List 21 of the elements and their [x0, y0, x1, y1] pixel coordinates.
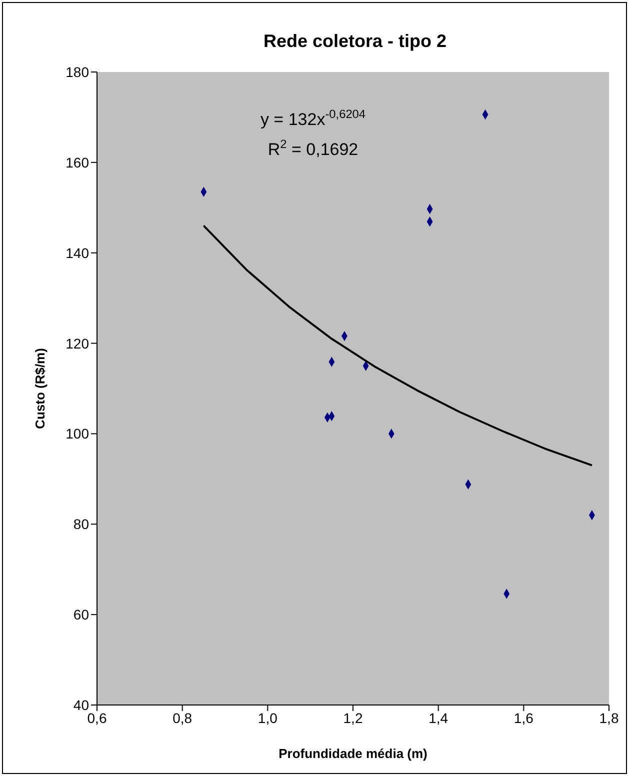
chart-title: Rede coletora - tipo 2 [263, 31, 447, 51]
y-tick-label: 60 [73, 606, 90, 623]
annotation: R$^{2}$ = 0,1692 [268, 137, 358, 159]
x-tick-label: 1,8 [599, 710, 619, 726]
x-tick-label: 0,6 [87, 710, 107, 726]
x-tick-label: 1,4 [428, 710, 448, 726]
x-tick-label: 0,8 [172, 710, 192, 726]
y-tick-label: 100 [66, 426, 90, 442]
x-tick-label: 1,2 [343, 710, 363, 726]
y-tick-label: 180 [66, 64, 90, 80]
y-axis-title: Custo (R$/m) [32, 348, 48, 429]
y-tick-label: 140 [66, 244, 90, 261]
annotation: y = 132x$^{-0,6204}$ [260, 107, 366, 129]
x-axis-title: Profundidade média (m) [278, 746, 428, 761]
y-tick-label: 120 [66, 335, 90, 352]
y-tick-label: 40 [73, 696, 90, 713]
y-tick-label: 80 [73, 516, 90, 532]
x-tick-label: 1,0 [258, 710, 278, 726]
x-tick-label: 1,6 [514, 710, 534, 726]
y-tick-label: 160 [66, 154, 90, 170]
line-series [202, 224, 593, 466]
